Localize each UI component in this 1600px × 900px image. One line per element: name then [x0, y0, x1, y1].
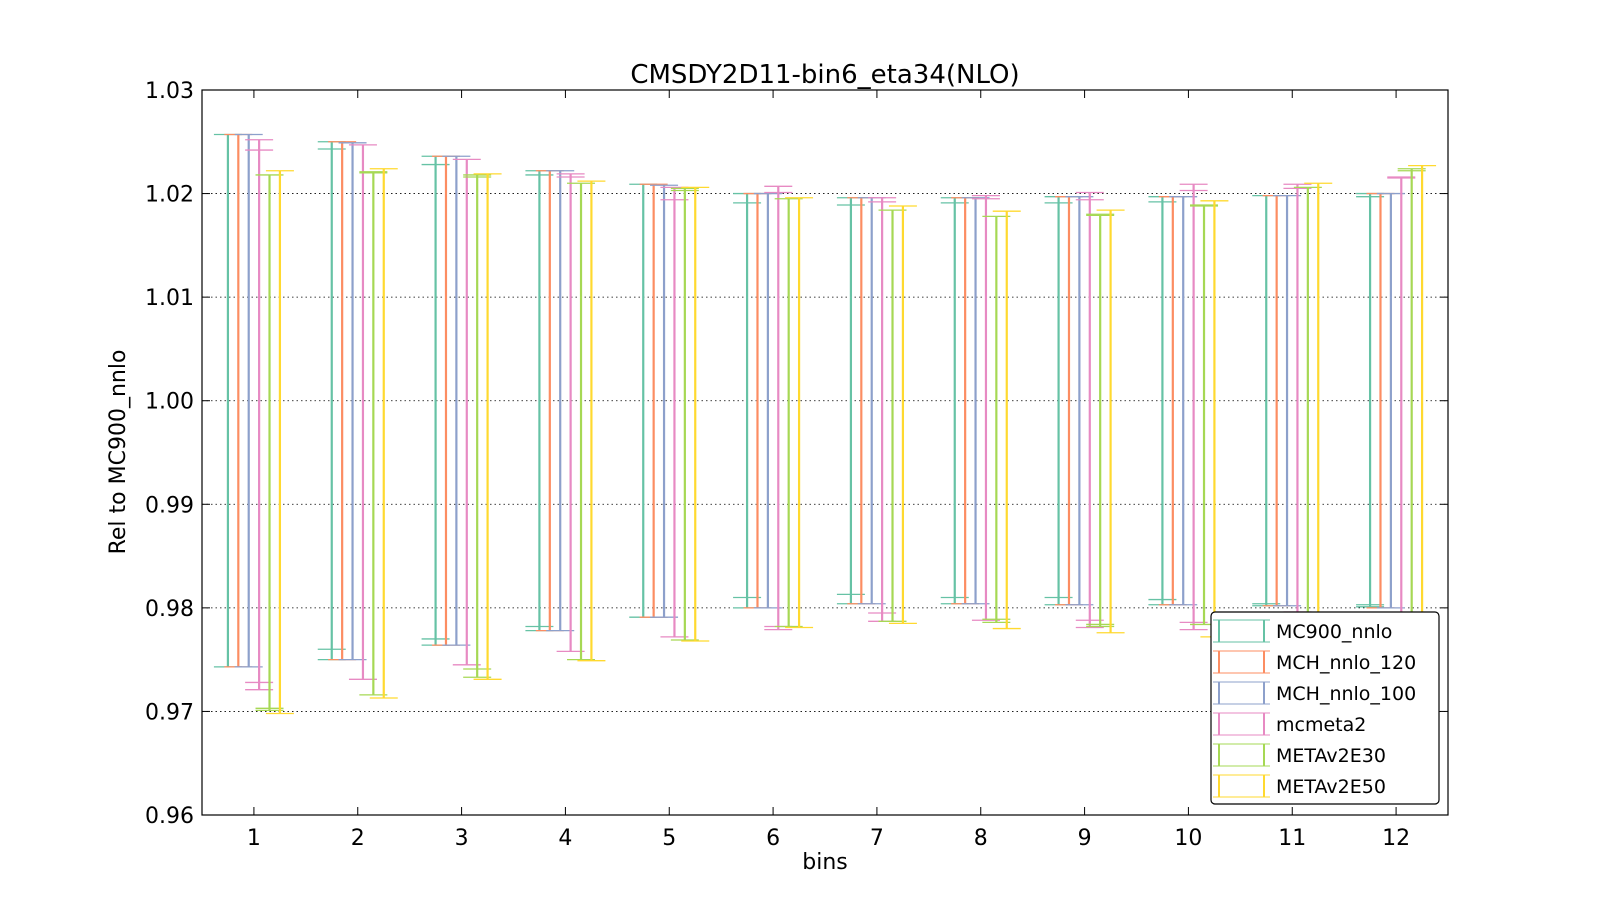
x-tick-label: 1 — [247, 826, 261, 851]
y-tick-label: 0.98 — [145, 597, 194, 622]
axis-ticks: 0.960.970.980.991.001.011.021.031 2 3 4 5 6 7 8… — [145, 79, 1448, 851]
x-tick-label: 10 — [1174, 826, 1202, 851]
legend-entry: METAv2E30 — [1213, 743, 1386, 767]
y-tick-label: 1.03 — [145, 79, 194, 104]
legend-label: MCH_nnlo_120 — [1276, 652, 1416, 674]
x-tick-label: 4 — [558, 826, 572, 851]
grid-lines — [202, 193, 1448, 712]
legend-label: MC900_nnlo — [1276, 621, 1392, 643]
series-MCH_nnlo_100 — [234, 133, 1405, 668]
x-tick-label: 3 — [455, 826, 469, 851]
x-axis-title: bins — [802, 850, 847, 875]
y-tick-label: 0.96 — [145, 804, 194, 829]
y-tick-label: 1.00 — [145, 390, 194, 415]
y-tick-label: 1.02 — [145, 183, 194, 208]
x-tick-label: 2 — [351, 826, 365, 851]
legend-entry: MCH_nnlo_100 — [1213, 681, 1416, 705]
legend-label: METAv2E50 — [1276, 776, 1386, 798]
legend-entry: MC900_nnlo — [1213, 619, 1392, 643]
legend-entry: mcmeta2 — [1213, 712, 1366, 736]
y-tick-label: 0.99 — [145, 493, 194, 518]
legend-label: mcmeta2 — [1276, 714, 1366, 736]
legend: MC900_nnlo MCH_nnlo_120 MCH_nnlo_100mcmeta… — [1210, 611, 1440, 805]
x-tick-label: 12 — [1382, 826, 1410, 851]
y-axis-title: Rel to MC900_nnlo — [106, 350, 131, 555]
error-bar-series — [213, 133, 1437, 715]
x-tick-label: 9 — [1078, 826, 1092, 851]
legend-entries: MC900_nnlo MCH_nnlo_120 MCH_nnlo_100mcmeta… — [1213, 619, 1416, 798]
chart-title: CMSDY2D11-bin6_eta34(NLO) — [630, 60, 1019, 90]
legend-box — [1210, 611, 1440, 805]
series-METAv2E50 — [265, 164, 1437, 715]
y-tick-label: 0.97 — [145, 700, 194, 725]
x-tick-label: 8 — [974, 826, 988, 851]
legend-entry: MCH_nnlo_120 — [1213, 650, 1416, 674]
legend-label: METAv2E30 — [1276, 745, 1386, 767]
legend-entry: METAv2E50 — [1213, 774, 1386, 798]
series-mcmeta2 — [245, 139, 1416, 691]
x-tick-label: 5 — [662, 826, 676, 851]
x-tick-label: 7 — [870, 826, 884, 851]
x-tick-label: 11 — [1278, 826, 1306, 851]
plot-area-frame — [201, 89, 1449, 816]
legend-label: MCH_nnlo_100 — [1276, 683, 1416, 705]
x-tick-label: 6 — [766, 826, 780, 851]
y-tick-label: 1.01 — [145, 286, 194, 311]
